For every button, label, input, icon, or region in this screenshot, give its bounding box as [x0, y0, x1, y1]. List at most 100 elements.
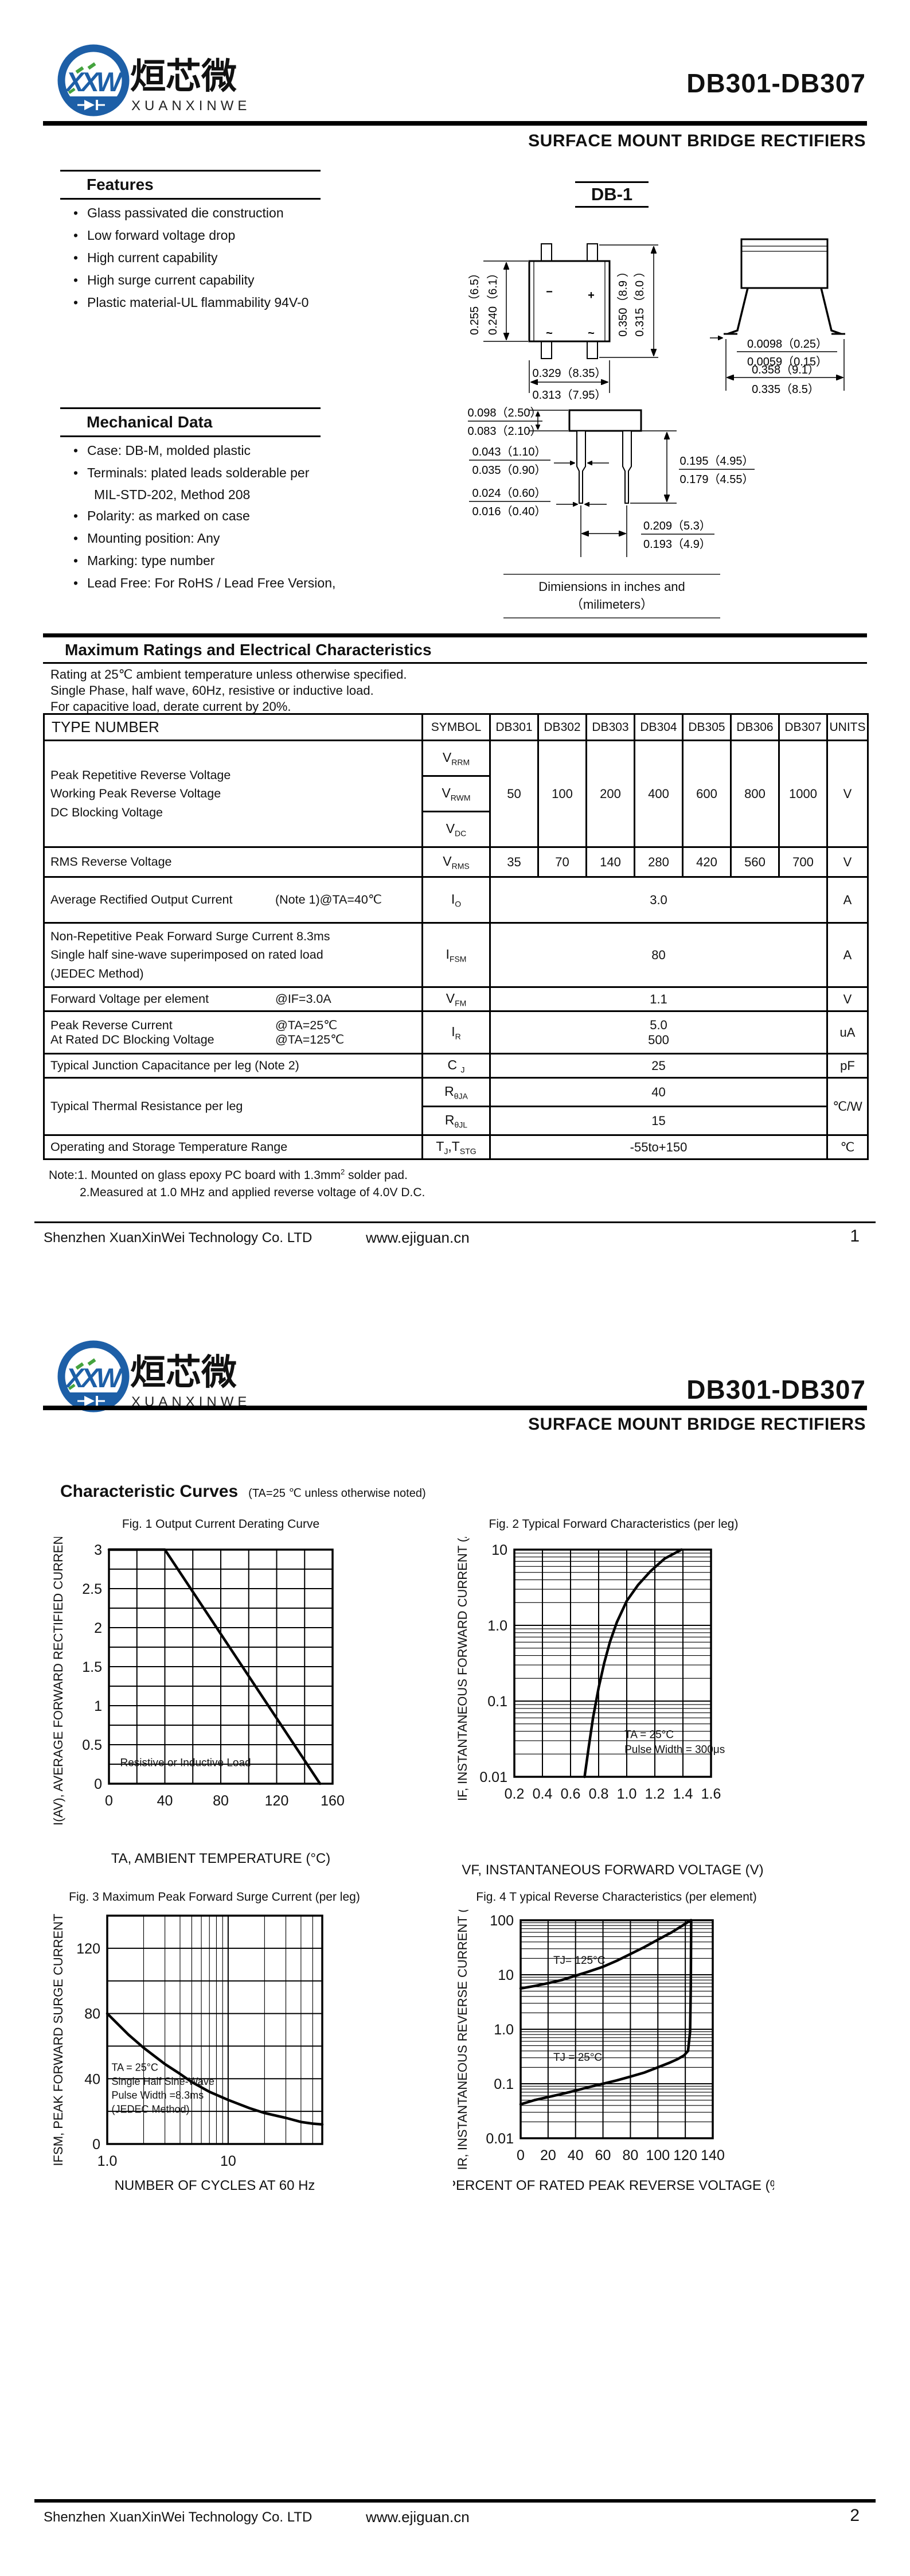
ratings-table: TYPE NUMBER SYMBOL DB301 DB302 DB303 DB3… — [43, 713, 869, 1160]
brand-name-cn: 烜芯微 — [130, 57, 237, 96]
mech-text: Case: DB-M, molded plastic — [87, 443, 251, 458]
annotation: TA = 25°C Single Half Sine-Wave Pulse Widt… — [112, 2062, 214, 2115]
unit-cell: uA — [826, 1010, 869, 1054]
bullet: • — [73, 295, 79, 310]
y-tick-label: 0.1 — [494, 2076, 514, 2092]
curves-heading: Characteristic Curves (TA=25 ℃ unless oth… — [60, 1482, 426, 1501]
figure-2: Fig. 2 Typical Forward Characteristics (… — [453, 1517, 774, 1884]
table-row: Peak Repetitive Reverse Voltage Working … — [43, 740, 869, 848]
x-tick-label: 0 — [517, 2147, 525, 2163]
y-axis-label: IFSM, PEAK FORWARD SURGE CURRENT (A) — [51, 1910, 65, 2166]
y-tick-label: 40 — [84, 2071, 100, 2087]
parameter-label: Peak Reverse Current @TA=25℃ At Rated DC … — [43, 1010, 423, 1054]
x-tick-label: 0.8 — [589, 1786, 609, 1802]
brand-name-cn: 烜芯微 — [130, 1353, 237, 1392]
symbol-cell: RθJL — [421, 1106, 491, 1136]
parameter-label: Average Rectified Output Current (Note 1)… — [43, 876, 423, 924]
feature-text: Low forward voltage drop — [87, 228, 236, 243]
value-cell: 15 — [489, 1106, 828, 1136]
label-line: (JEDEC Method) — [50, 966, 144, 980]
annotation: TA = 25°C Pulse Width = 300μs — [624, 1729, 725, 1756]
symbol-cell: VDC — [421, 811, 491, 848]
symbol-cell: C J — [421, 1053, 491, 1079]
list-item: • Lead Free: For RoHS / Lead Free Version… — [64, 572, 420, 594]
value-cell: 50 — [489, 740, 539, 848]
derating-curve — [107, 1548, 322, 1785]
column-header: DB302 — [537, 713, 587, 741]
side-view-dim-lines — [710, 338, 845, 391]
x-axis-label: TA, AMBIENT TEMPERATURE (°C) — [111, 1851, 331, 1866]
parameter-label: Typical Junction Capacitance per leg (No… — [43, 1053, 423, 1079]
table-row: Peak Reverse Current @TA=25℃ At Rated DC … — [43, 1010, 869, 1054]
doc-subtitle: SURFACE MOUNT BRIDGE RECTIFIERS — [528, 1415, 866, 1434]
y-tick-label: 1.0 — [487, 1618, 507, 1634]
figure-3: Fig. 3 Maximum Peak Forward Surge Curren… — [49, 1890, 370, 2200]
header-rule — [43, 121, 867, 126]
x-tick-label: 1.0 — [97, 2153, 118, 2169]
tj-125-curve — [519, 1919, 692, 1990]
feature-text: Plastic material-UL flammability 94V-0 — [87, 295, 309, 310]
table-row: VRWM — [44, 775, 868, 812]
column-header: TYPE NUMBER — [43, 713, 423, 741]
curves-note: (TA=25 ℃ unless otherwise noted) — [248, 1487, 426, 1500]
page-footer: Shenzhen XuanXinWei Technology Co. LTD w… — [34, 2499, 876, 2537]
symbol-cell: IR — [421, 1010, 491, 1054]
x-tick-label: 140 — [701, 2147, 725, 2163]
dim-label: 0.098（2.50） — [468, 406, 542, 419]
annotation: TJ= 125°C — [553, 1955, 606, 1967]
gridlines — [514, 1549, 712, 1777]
package-drawing: − + ~ ~ 0.255（6.5） 0.240（6.1） 0.350（8.9 … — [468, 238, 845, 557]
bullet: • — [73, 443, 79, 458]
fig2-chart: 0.2 0.4 0.6 0.8 1.0 1.2 1.4 1.6 0.01 0.1 1.0 10 VF, … — [455, 1526, 764, 1878]
list-item: • High surge current capability — [64, 269, 420, 291]
footer-website: www.ejiguan.cn — [366, 1229, 470, 1246]
plot-border — [108, 1548, 334, 1785]
table-row: Operating and Storage Temperature Range … — [43, 1134, 869, 1160]
x-tick-label: 160 — [321, 1793, 345, 1809]
y-tick-label: 0 — [92, 2137, 100, 2153]
label-cond: @IF=3.0A — [275, 992, 331, 1006]
ratings-heading: Maximum Ratings and Electrical Character… — [65, 641, 432, 659]
column-header: DB307 — [778, 713, 828, 741]
figure-title: Fig. 2 Typical Forward Characteristics (… — [489, 1517, 739, 1531]
table-header-row: TYPE NUMBER SYMBOL DB301 DB302 DB303 DB3… — [43, 713, 869, 741]
list-item: • Glass passivated die construction — [64, 202, 420, 224]
x-tick-label: 60 — [595, 2147, 611, 2163]
value-cell: 5.0 500 — [489, 1010, 828, 1054]
unit-cell: V — [826, 740, 869, 848]
label-line: Peak Repetitive Reverse Voltage — [50, 768, 231, 783]
value-cell: 600 — [682, 740, 732, 848]
x-axis-label: NUMBER OF CYCLES AT 60 Hz — [115, 2178, 315, 2193]
column-header: DB305 — [682, 713, 732, 741]
unit-cell: ℃ — [826, 1134, 869, 1160]
x-tick-label: 0.2 — [505, 1786, 525, 1802]
company-logo: XXW 烜芯微 XUANXINWEI — [57, 44, 249, 116]
table-notes: Note:1. Mounted on glass epoxy PC board … — [49, 1164, 425, 1201]
mech-text: Lead Free: For RoHS / Lead Free Version, — [87, 575, 336, 590]
y-tick-label: 1.0 — [494, 2022, 514, 2038]
column-header: SYMBOL — [421, 713, 491, 741]
label-line: Non-Repetitive Peak Forward Surge Curren… — [50, 929, 330, 944]
logo-accent — [75, 66, 84, 74]
dim-label: 0.0059（0.15） — [747, 355, 827, 368]
label-line: Average Rectified Output Current — [50, 893, 233, 906]
x-tick-label: 40 — [157, 1793, 173, 1809]
y-axis-label: IR, INSTANTANEOUS REVERSE CURRENT (μA) — [455, 1910, 470, 2170]
logo-accent — [68, 1383, 76, 1390]
fig4-chart: 0 20 40 60 80 100 120 1400.010.11.010100PERCENT… — [447, 1889, 787, 2193]
page-1: XXW 烜芯微 XUANXINWEI DB301-DB307 SURFACE M… — [34, 44, 876, 1246]
value-cell: 420 — [682, 846, 732, 878]
y-tick-label: 10 — [498, 1967, 514, 1983]
value-cell: 35 — [489, 846, 539, 878]
doc-subtitle: SURFACE MOUNT BRIDGE RECTIFIERS — [528, 131, 866, 150]
x-tick-label: 1.6 — [701, 1786, 721, 1802]
table-row: Typical Thermal Resistance per leg RθJA … — [43, 1077, 869, 1136]
figure-1: Fig. 1 Output Current Derating Curve 0 40… — [49, 1508, 370, 1873]
value-cell: 200 — [585, 740, 635, 848]
plot-border — [513, 1548, 712, 1778]
x-tick-label: 100 — [646, 2147, 670, 2163]
diode-icon — [77, 100, 105, 110]
value-cell: 560 — [730, 846, 780, 878]
mechanical-list: • Case: DB-M, molded plastic • Terminals: … — [64, 439, 420, 594]
dim-label: 0.315（8.0 ） — [633, 266, 646, 336]
